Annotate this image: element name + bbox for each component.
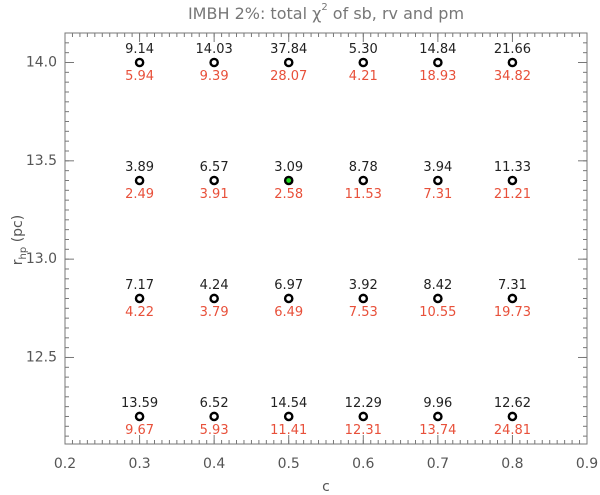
y-axis-label: rhp (pc) <box>10 215 29 265</box>
value-label: 14.84 <box>419 42 456 57</box>
x-tick-label: 0.4 <box>203 456 225 472</box>
x-tick-label: 0.7 <box>427 456 449 472</box>
point <box>507 175 518 186</box>
value-label: 4.21 <box>349 69 378 84</box>
value-label: 5.93 <box>200 423 229 438</box>
value-label: 3.79 <box>200 305 229 320</box>
y-tick-label: 14.0 <box>26 54 57 70</box>
y-tick-label: 13.0 <box>26 251 57 267</box>
value-label: 28.07 <box>270 69 307 84</box>
value-label: 8.42 <box>423 278 452 293</box>
value-label: 21.66 <box>494 42 531 57</box>
point <box>209 411 219 422</box>
value-label: 4.22 <box>125 305 154 320</box>
value-label: 18.93 <box>419 69 456 84</box>
value-label: 11.41 <box>270 423 307 438</box>
point <box>209 57 219 68</box>
value-label: 6.52 <box>200 396 229 411</box>
point <box>134 411 145 422</box>
value-label: 3.09 <box>274 160 303 175</box>
value-label: 7.17 <box>125 278 154 293</box>
point <box>283 175 294 186</box>
point <box>433 57 443 68</box>
value-label: 2.58 <box>274 187 303 202</box>
point <box>433 411 443 422</box>
point <box>134 57 145 68</box>
value-label: 11.53 <box>345 187 382 202</box>
title-text: IMBH 2%: total χ <box>188 4 321 23</box>
x-tick-label: 0.8 <box>501 456 523 472</box>
x-tick-label: 0.3 <box>128 456 150 472</box>
value-label: 3.94 <box>423 160 452 175</box>
point <box>507 293 518 304</box>
point <box>358 293 369 304</box>
y-tick-label: 13.5 <box>26 153 57 169</box>
y-tick-label: 12.5 <box>26 349 57 365</box>
point <box>134 175 145 186</box>
value-label: 6.49 <box>274 305 303 320</box>
value-label: 12.29 <box>345 396 382 411</box>
value-label: 13.59 <box>121 396 158 411</box>
value-label: 6.57 <box>200 160 229 175</box>
chart-title: IMBH 2%: total χ2 of sb, rv and pm <box>188 2 464 23</box>
point <box>358 411 369 422</box>
value-label: 7.31 <box>498 278 527 293</box>
x-axis-label: c <box>322 479 330 495</box>
value-label: 14.54 <box>270 396 307 411</box>
value-label: 19.73 <box>494 305 531 320</box>
ylabel-sub: hp <box>18 247 29 260</box>
point <box>209 293 219 304</box>
value-label: 13.74 <box>419 423 456 438</box>
point <box>283 293 294 304</box>
point <box>433 293 443 304</box>
value-label: 3.91 <box>200 187 229 202</box>
point <box>209 175 219 186</box>
value-label: 12.31 <box>345 423 382 438</box>
title-text: of sb, rv and pm <box>328 4 464 23</box>
point <box>283 411 294 422</box>
point <box>433 175 443 186</box>
point <box>134 293 145 304</box>
value-label: 3.89 <box>125 160 154 175</box>
point <box>283 57 294 68</box>
value-label: 14.03 <box>196 42 233 57</box>
x-tick-label: 0.2 <box>54 456 76 472</box>
plot-frame <box>64 32 588 445</box>
value-label: 10.55 <box>419 305 456 320</box>
value-label: 4.24 <box>200 278 229 293</box>
value-label: 8.78 <box>349 160 378 175</box>
value-label: 5.30 <box>349 42 378 57</box>
value-label: 3.92 <box>349 278 378 293</box>
value-label: 11.33 <box>494 160 531 175</box>
value-label: 9.14 <box>125 42 154 57</box>
ylabel-text: r <box>10 259 26 265</box>
ylabel-text: (pc) <box>10 215 26 247</box>
title-sup: 2 <box>321 2 327 13</box>
x-tick-label: 0.5 <box>278 456 300 472</box>
value-label: 34.82 <box>494 69 531 84</box>
point <box>507 411 518 422</box>
value-label: 9.96 <box>423 396 452 411</box>
value-label: 37.84 <box>270 42 307 57</box>
value-label: 6.97 <box>274 278 303 293</box>
point <box>507 57 518 68</box>
value-label: 24.81 <box>494 423 531 438</box>
value-label: 12.62 <box>494 396 531 411</box>
value-label: 5.94 <box>125 69 154 84</box>
value-label: 7.31 <box>423 187 452 202</box>
value-label: 9.39 <box>200 69 229 84</box>
point <box>358 175 369 186</box>
value-label: 21.21 <box>494 187 531 202</box>
x-tick-label: 0.6 <box>352 456 374 472</box>
value-label: 2.49 <box>125 187 154 202</box>
value-label: 7.53 <box>349 305 378 320</box>
value-label: 9.67 <box>125 423 154 438</box>
point <box>358 57 369 68</box>
x-tick-label: 0.9 <box>576 456 598 472</box>
